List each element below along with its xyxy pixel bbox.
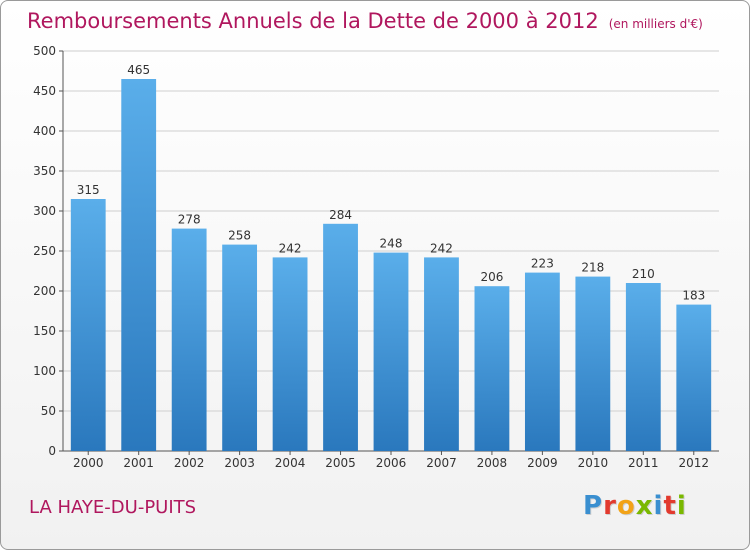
commune-name: LA HAYE-DU-PUITS [29, 497, 197, 518]
x-tick-label: 2008 [477, 456, 508, 470]
bar-2003 [222, 244, 258, 451]
bar-2004 [272, 257, 308, 451]
logo-letter: r [603, 491, 617, 521]
data-label: 183 [682, 289, 705, 303]
data-label: 242 [430, 241, 453, 255]
chart-title: Remboursements Annuels de la Dette de 20… [27, 9, 703, 33]
bar-2009 [524, 272, 560, 451]
x-tick-label: 2011 [628, 456, 659, 470]
y-tick-label: 150 [33, 324, 56, 338]
y-tick-label: 50 [41, 404, 56, 418]
bar-2006 [373, 252, 409, 451]
data-label: 278 [178, 213, 201, 227]
data-label: 218 [581, 261, 604, 275]
bar-2008 [474, 286, 510, 451]
y-tick-label: 350 [33, 164, 56, 178]
proxiti-logo: Proxiti [583, 491, 687, 521]
y-tick-label: 250 [33, 244, 56, 258]
bar-2011 [625, 283, 661, 451]
y-tick-label: 450 [33, 84, 56, 98]
logo-letter: x [635, 491, 654, 521]
logo-letter: P [583, 491, 604, 521]
x-tick-label: 2012 [678, 456, 709, 470]
data-label: 258 [228, 229, 251, 243]
bar-2000 [70, 199, 106, 451]
x-tick-label: 2002 [174, 456, 205, 470]
data-label: 315 [77, 183, 100, 197]
bar-2005 [323, 223, 358, 451]
logo-letter: o [616, 491, 636, 521]
y-tick-label: 100 [33, 364, 56, 378]
x-tick-label: 2003 [224, 456, 255, 470]
labels: 0 50 100 150 200 250 300 350 400 450 500 315 2000 465… [33, 44, 709, 470]
x-tick-label: 2001 [123, 456, 154, 470]
data-label: 206 [480, 270, 503, 284]
y-tick-label: 200 [33, 284, 56, 298]
data-label: 284 [329, 208, 352, 222]
chart-subtitle: (en milliers d'€) [608, 17, 703, 31]
bar-2010 [575, 276, 611, 451]
bar-2002 [171, 228, 207, 451]
x-tick-label: 2004 [275, 456, 306, 470]
y-tick-label: 400 [33, 124, 56, 138]
x-tick-label: 2007 [426, 456, 457, 470]
logo-letter: i [676, 491, 687, 521]
data-label: 248 [380, 237, 403, 251]
data-label: 465 [127, 63, 150, 77]
bars [70, 79, 712, 451]
logo-letter: i [653, 491, 664, 521]
bar-2007 [424, 257, 459, 451]
bar-2001 [121, 79, 157, 451]
x-tick-label: 2009 [527, 456, 558, 470]
y-tick-label: 300 [33, 204, 56, 218]
data-label: 210 [632, 267, 655, 281]
bar-2012 [676, 304, 712, 451]
x-tick-label: 2006 [376, 456, 407, 470]
y-tick-label: 0 [48, 444, 56, 458]
logo-letter: t [663, 491, 677, 521]
x-tick-label: 2005 [325, 456, 356, 470]
y-tick-label: 500 [33, 44, 56, 58]
x-tick-label: 2010 [578, 456, 609, 470]
data-label: 223 [531, 257, 554, 271]
x-tick-label: 2000 [73, 456, 104, 470]
data-label: 242 [279, 241, 302, 255]
